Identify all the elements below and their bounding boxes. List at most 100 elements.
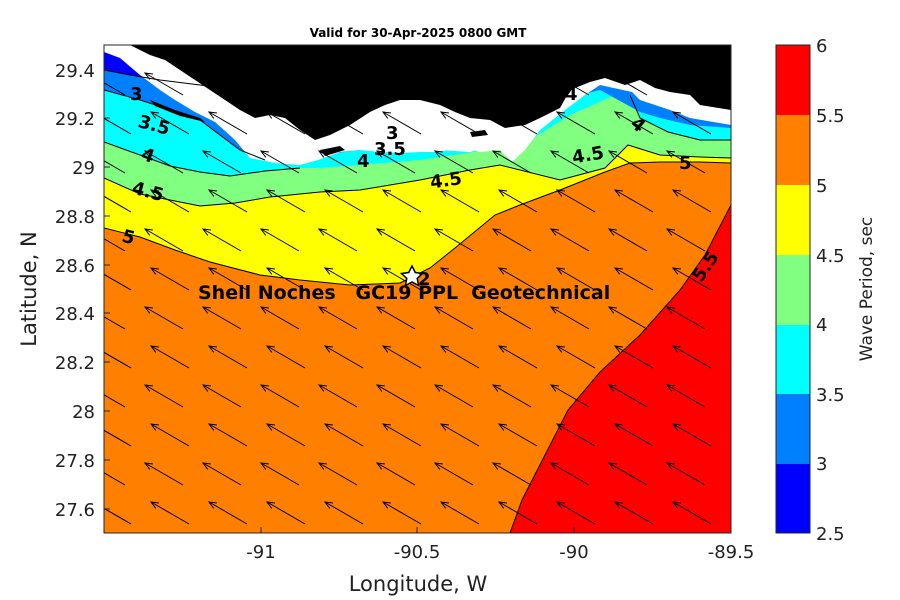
direction-arrow-head [259,306,270,314]
direction-arrows [87,72,712,563]
direction-arrow [104,351,132,369]
direction-arrow [672,501,712,525]
direction-arrow [440,111,480,135]
direction-arrow [614,267,654,291]
direction-arrow [614,423,654,447]
direction-arrow-head [613,111,624,119]
direction-arrow [376,306,416,330]
direction-arrow-head [143,72,154,80]
direction-arrow [498,111,538,135]
direction-arrow-head [319,541,327,547]
direction-arrow-head [201,72,212,80]
direction-arrow [318,462,358,486]
direction-arrow [556,345,596,369]
direction-arrow-head [497,189,508,197]
direction-arrow [145,541,183,563]
direction-arrow [550,72,590,96]
direction-arrow-head [145,541,153,547]
direction-arrow-head [555,423,566,431]
direction-arrow-head [259,462,270,470]
direction-arrow [550,150,590,174]
direction-arrow-head [375,228,386,236]
direction-arrow-head [149,345,160,353]
direction-arrow [556,189,596,213]
direction-arrow [672,345,712,369]
direction-arrow [434,228,474,252]
direction-arrow-head [491,150,502,158]
direction-arrow [318,228,358,252]
direction-arrow [104,195,132,213]
direction-arrow [609,541,647,563]
direction-arrow [498,501,538,525]
direction-arrow [104,160,126,174]
direction-arrow [608,72,648,96]
direction-arrow [150,111,190,135]
direction-arrow-head [201,306,212,314]
direction-arrow-head [549,306,560,314]
direction-arrow [318,72,358,96]
direction-arrow-head [381,423,392,431]
direction-arrow-head [149,267,160,275]
direction-arrow-head [87,151,95,157]
y-tick-label: 28.6 [55,256,95,277]
direction-arrow-head [493,541,501,547]
direction-arrow-head [259,72,270,80]
colorbar-swatch [776,185,810,255]
direction-arrow [144,306,184,330]
direction-arrow-head [149,189,160,197]
direction-arrow-head [613,501,624,509]
direction-arrow-head [265,423,276,431]
y-tick-label: 28.2 [55,353,95,374]
direction-arrow-head [491,72,502,80]
direction-arrow-head [93,346,101,352]
direction-arrow [208,111,248,135]
direction-arrow [104,472,126,486]
direction-arrow-head [87,385,95,391]
direction-arrow-head [671,423,682,431]
direction-arrow-head [497,501,508,509]
direction-arrow [666,228,706,252]
direction-arrow [202,228,242,252]
direction-arrow [376,150,416,174]
direction-arrow-head [143,384,154,392]
direction-arrow-head [265,267,276,275]
direction-arrow-head [433,228,444,236]
direction-arrow [672,111,712,135]
direction-arrow [435,541,473,563]
direction-arrow [376,72,416,96]
direction-arrow [208,267,248,291]
colorbar-swatch [776,115,810,185]
direction-arrow-head [143,228,154,236]
direction-arrow-head [323,345,334,353]
contour-5.5 [509,204,731,533]
direction-arrow [440,423,480,447]
direction-arrow-head [93,190,101,196]
direction-arrow-head [613,267,624,275]
direction-arrow [556,111,596,135]
direction-arrow-head [381,501,392,509]
direction-arrow-head [207,267,218,275]
direction-arrow [376,384,416,408]
colorbar-tick-label: 3 [816,454,827,475]
direction-arrow-head [317,462,328,470]
direction-arrow [608,384,648,408]
direction-arrow [324,267,364,291]
direction-arrow [318,150,358,174]
direction-arrow-head [607,462,618,470]
direction-arrow [440,189,480,213]
direction-arrow [440,501,480,525]
direction-arrow-head [375,72,386,80]
direction-arrow [104,238,126,252]
direction-arrow [382,501,422,525]
colorbar-tick-label: 5 [816,176,827,197]
direction-arrow [608,306,648,330]
direction-arrow-head [265,345,276,353]
direction-arrow [150,501,190,525]
direction-arrow-head [665,228,676,236]
direction-arrow [260,150,300,174]
direction-arrow-head [665,384,676,392]
direction-arrow [614,111,654,135]
coast-fringe-inner [345,136,495,152]
direction-arrow-head [607,150,618,158]
